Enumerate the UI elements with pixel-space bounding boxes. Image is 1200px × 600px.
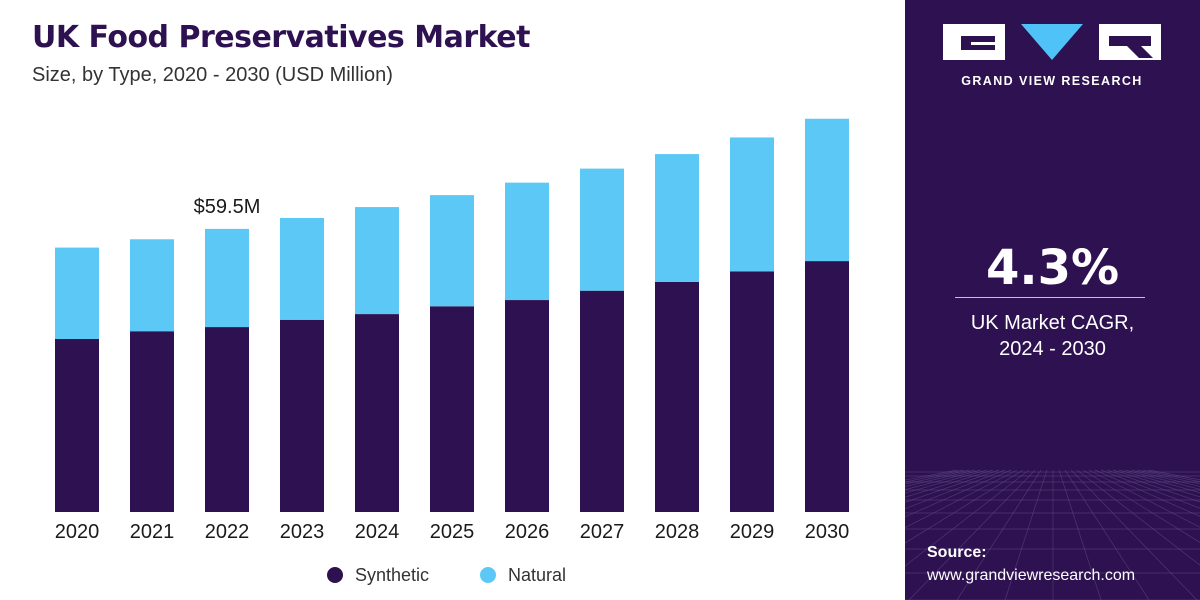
grid-line-vertical bbox=[908, 469, 1036, 600]
data-label-annotation: $59.5M bbox=[194, 196, 261, 218]
bar-synthetic-2021 bbox=[130, 331, 174, 512]
grid-line-vertical bbox=[1076, 469, 1200, 566]
cagr-label-line2: 2024 - 2030 bbox=[999, 338, 1106, 360]
grid-line-vertical bbox=[1094, 469, 1200, 517]
legend-marker-natural bbox=[480, 567, 496, 583]
grid-line-vertical bbox=[1058, 469, 1102, 600]
grid-line-vertical bbox=[1064, 469, 1150, 600]
bar-synthetic-2030 bbox=[805, 261, 849, 512]
bar-synthetic-2023 bbox=[280, 319, 324, 512]
x-tick-label: 2028 bbox=[655, 521, 700, 543]
grid-line-vertical bbox=[1136, 469, 1200, 485]
grid-line-vertical bbox=[1106, 469, 1200, 503]
bar-synthetic-2027 bbox=[580, 290, 624, 512]
grid-line-vertical bbox=[1130, 469, 1200, 487]
bar-synthetic-2024 bbox=[355, 314, 399, 512]
grid-line-vertical bbox=[1148, 469, 1200, 481]
bar-synthetic-2029 bbox=[730, 271, 774, 512]
grid-line-vertical bbox=[905, 469, 1024, 544]
x-tick-label: 2022 bbox=[205, 521, 250, 543]
bar-natural-2028 bbox=[655, 154, 699, 282]
cagr-divider bbox=[955, 297, 1145, 298]
chart-title: UK Food Preservatives Market bbox=[32, 20, 530, 55]
bar-natural-2030 bbox=[805, 118, 849, 262]
bar-natural-2020 bbox=[55, 247, 99, 340]
grid-line-vertical bbox=[905, 469, 1006, 510]
brand-logo: GRAND VIEW RESEARCH bbox=[943, 24, 1161, 88]
x-tick-label: 2021 bbox=[130, 521, 175, 543]
bar-natural-2027 bbox=[580, 168, 624, 291]
bar-natural-2023 bbox=[280, 217, 324, 320]
bar-natural-2029 bbox=[730, 137, 774, 272]
brand-name: GRAND VIEW RESEARCH bbox=[961, 74, 1143, 88]
cagr-value: 4.3% bbox=[985, 240, 1120, 296]
x-tick-label: 2023 bbox=[280, 521, 325, 543]
grid-line-vertical bbox=[905, 469, 994, 498]
legend-label-synthetic: Synthetic bbox=[355, 565, 429, 585]
grid-line-vertical bbox=[905, 469, 1030, 567]
bar-synthetic-2025 bbox=[430, 306, 474, 512]
grid-line-vertical bbox=[1118, 469, 1200, 494]
bar-natural-2025 bbox=[430, 195, 474, 307]
x-tick-label: 2030 bbox=[805, 521, 850, 543]
grid-line-vertical bbox=[1112, 469, 1200, 498]
x-tick-label: 2020 bbox=[55, 521, 100, 543]
legend-marker-synthetic bbox=[327, 567, 343, 583]
bar-natural-2024 bbox=[355, 207, 399, 315]
x-tick-label: 2024 bbox=[355, 521, 400, 543]
gvr-logo-icon bbox=[943, 24, 1161, 60]
grid-line-vertical bbox=[1082, 469, 1200, 543]
x-tick-label: 2025 bbox=[430, 521, 475, 543]
sidebar-panel: GRAND VIEW RESEARCH 4.3% UK Market CAGR,… bbox=[905, 0, 1200, 600]
x-tick-label: 2027 bbox=[580, 521, 625, 543]
chart-panel: 2020 2021 2022 2023 2024 2025 2026 2027 2028 2029… bbox=[32, 20, 850, 585]
source-label: Source: bbox=[927, 544, 987, 561]
grid-line-vertical bbox=[1070, 469, 1198, 600]
bar-natural-2026 bbox=[505, 182, 549, 301]
legend-label-natural: Natural bbox=[508, 565, 566, 585]
bar-synthetic-2028 bbox=[655, 281, 699, 512]
cagr-label-line1: UK Market CAGR, bbox=[970, 312, 1135, 334]
grid-line-vertical bbox=[1100, 469, 1200, 509]
source-url[interactable]: www.grandviewresearch.com bbox=[927, 567, 1136, 584]
bar-synthetic-2020 bbox=[55, 339, 99, 512]
bar-natural-2021 bbox=[130, 239, 174, 332]
grid-line-vertical bbox=[905, 469, 1012, 518]
grid-line-vertical bbox=[905, 469, 988, 494]
bar-synthetic-2022 bbox=[205, 327, 249, 512]
chart-subtitle: Size, by Type, 2020 - 2030 (USD Million) bbox=[32, 64, 393, 86]
cagr-label: UK Market CAGR, 2024 - 2030 bbox=[905, 310, 1200, 362]
grid-line-vertical bbox=[1088, 469, 1200, 528]
x-tick-label: 2029 bbox=[730, 521, 775, 543]
chart-canvas: 2020 2021 2022 2023 2024 2025 2026 2027 2028 2029… bbox=[55, 118, 850, 585]
grid-line-vertical bbox=[1004, 469, 1048, 600]
grid-background bbox=[905, 469, 1200, 600]
grid-line-vertical bbox=[905, 469, 1018, 529]
x-tick-label: 2026 bbox=[505, 521, 550, 543]
bar-synthetic-2026 bbox=[505, 300, 549, 512]
bar-natural-2022 bbox=[205, 228, 249, 328]
grid-line-vertical bbox=[905, 469, 1000, 503]
grid-line-vertical bbox=[956, 469, 1042, 600]
